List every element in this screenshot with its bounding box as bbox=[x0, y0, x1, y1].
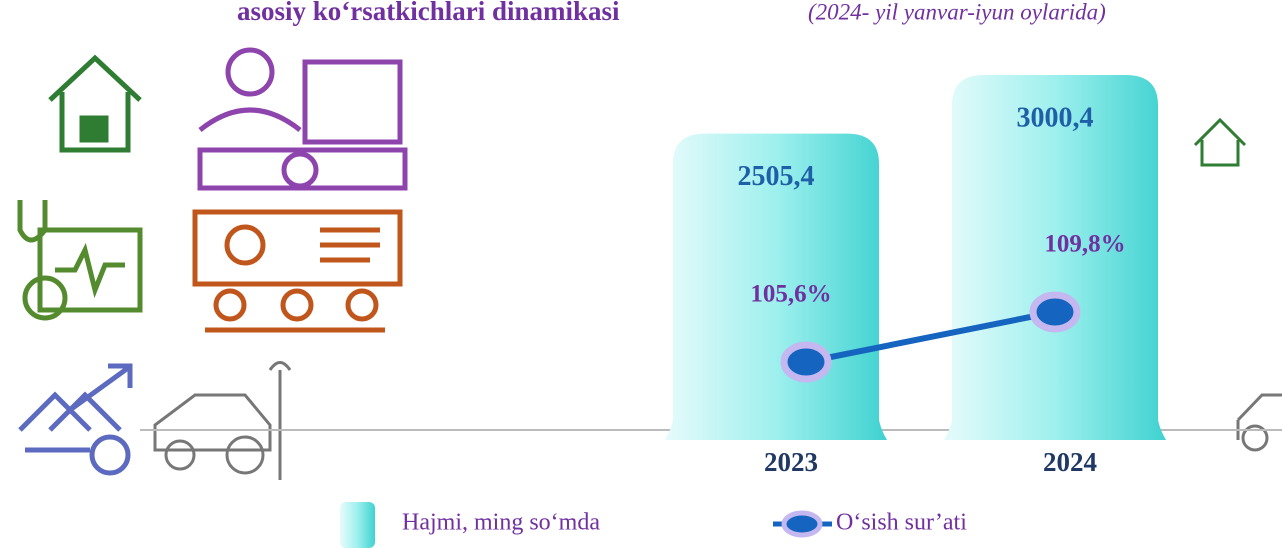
legend: Hajmi, ming so‘mda O‘sish sur’ati bbox=[340, 502, 967, 548]
car-icon-right bbox=[1236, 393, 1282, 452]
title-group: asosiy ko‘rsatkichlari dinamikasi (2024-… bbox=[237, 0, 1106, 26]
x-tick-label: 2023 bbox=[764, 447, 818, 477]
shop-icon bbox=[197, 47, 408, 191]
plot: 2505,4 2023 3000,4 2024 105,6% 109,8% bbox=[665, 75, 1166, 477]
legend-point-swatch bbox=[781, 510, 823, 538]
legend-bar-swatch bbox=[340, 502, 375, 548]
icons bbox=[17, 47, 1282, 480]
line-point bbox=[780, 341, 832, 383]
line-point bbox=[1029, 291, 1081, 333]
line-value-label: 105,6% bbox=[750, 281, 831, 308]
legend-label: O‘sish sur’ati bbox=[836, 510, 967, 536]
bar-value-label: 3000,4 bbox=[1017, 102, 1094, 133]
bar bbox=[944, 75, 1166, 440]
medical-icon bbox=[17, 200, 143, 321]
bar bbox=[665, 133, 887, 440]
house-icon bbox=[48, 54, 142, 153]
line bbox=[805, 309, 1056, 365]
legend-label: Hajmi, ming so‘mda bbox=[402, 510, 600, 536]
realty-icon bbox=[18, 363, 133, 476]
chart-subtitle: (2024- yil yanvar-iyun oylarida) bbox=[808, 0, 1106, 24]
teacher-icon bbox=[192, 209, 403, 333]
bar-value-label: 2505,4 bbox=[738, 161, 815, 192]
chart-title: asosiy ko‘rsatkichlari dinamikasi bbox=[237, 0, 620, 26]
line-value-label: 109,8% bbox=[1044, 231, 1125, 258]
x-tick-label: 2024 bbox=[1043, 447, 1097, 477]
house-icon-right bbox=[1193, 117, 1247, 167]
car-icon bbox=[153, 361, 292, 480]
